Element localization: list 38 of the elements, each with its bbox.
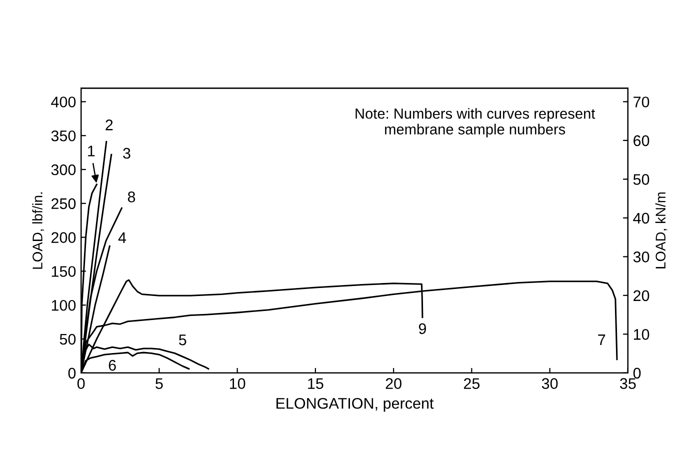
y2-tick-label: 70 xyxy=(634,96,650,108)
x-tick-label: 20 xyxy=(386,378,402,389)
annotation: Note: Numbers with curves represent membrane sample numbers xyxy=(356,108,596,138)
x-tick-label: 30 xyxy=(542,378,558,389)
series-label: 9 xyxy=(418,323,426,334)
y-axis-title: LOAD, lbf/in. xyxy=(32,192,44,269)
x-axis-title: ELONGATION, percent xyxy=(276,398,434,412)
series-label: 3 xyxy=(123,148,130,159)
series-label: 4 xyxy=(118,232,126,243)
y-tick-label: 50 xyxy=(60,334,76,345)
x-tick-label: 0 xyxy=(77,378,85,389)
x-tick-label: 5 xyxy=(156,378,163,389)
y-tick-label: 400 xyxy=(51,96,76,108)
series-label: 2 xyxy=(106,120,113,130)
y2-tick-label: 30 xyxy=(633,252,650,262)
y2-tick-label: 10 xyxy=(634,329,650,340)
series-label: 8 xyxy=(128,192,136,202)
x-tick-label: 15 xyxy=(308,378,324,389)
series-label: 7 xyxy=(598,334,606,346)
y2-tick-label: 20 xyxy=(634,290,650,302)
y-tick-label: 300 xyxy=(51,164,76,176)
y2-tick-label: 60 xyxy=(634,135,650,146)
series-label: 1 xyxy=(88,146,95,156)
x-tick-label: 25 xyxy=(464,378,480,389)
series-label: 6 xyxy=(108,360,116,371)
x-tick-label: 10 xyxy=(230,378,246,389)
y2-tick-label: 50 xyxy=(633,174,650,185)
series-label: 5 xyxy=(178,334,186,346)
y-tick-label: 250 xyxy=(51,198,76,210)
y-tick-label: 150 xyxy=(52,266,76,277)
x-tick-label: 35 xyxy=(620,378,636,389)
y-tick-label: 350 xyxy=(51,130,76,142)
y-tick-label: 200 xyxy=(51,232,76,243)
y2-tick-label: 0 xyxy=(633,368,641,379)
y-tick-label: 100 xyxy=(52,300,76,311)
y-tick-label: 0 xyxy=(68,368,76,379)
y2-axis-title: LOAD, kN/m xyxy=(655,192,668,268)
y2-tick-label: 40 xyxy=(633,212,650,224)
